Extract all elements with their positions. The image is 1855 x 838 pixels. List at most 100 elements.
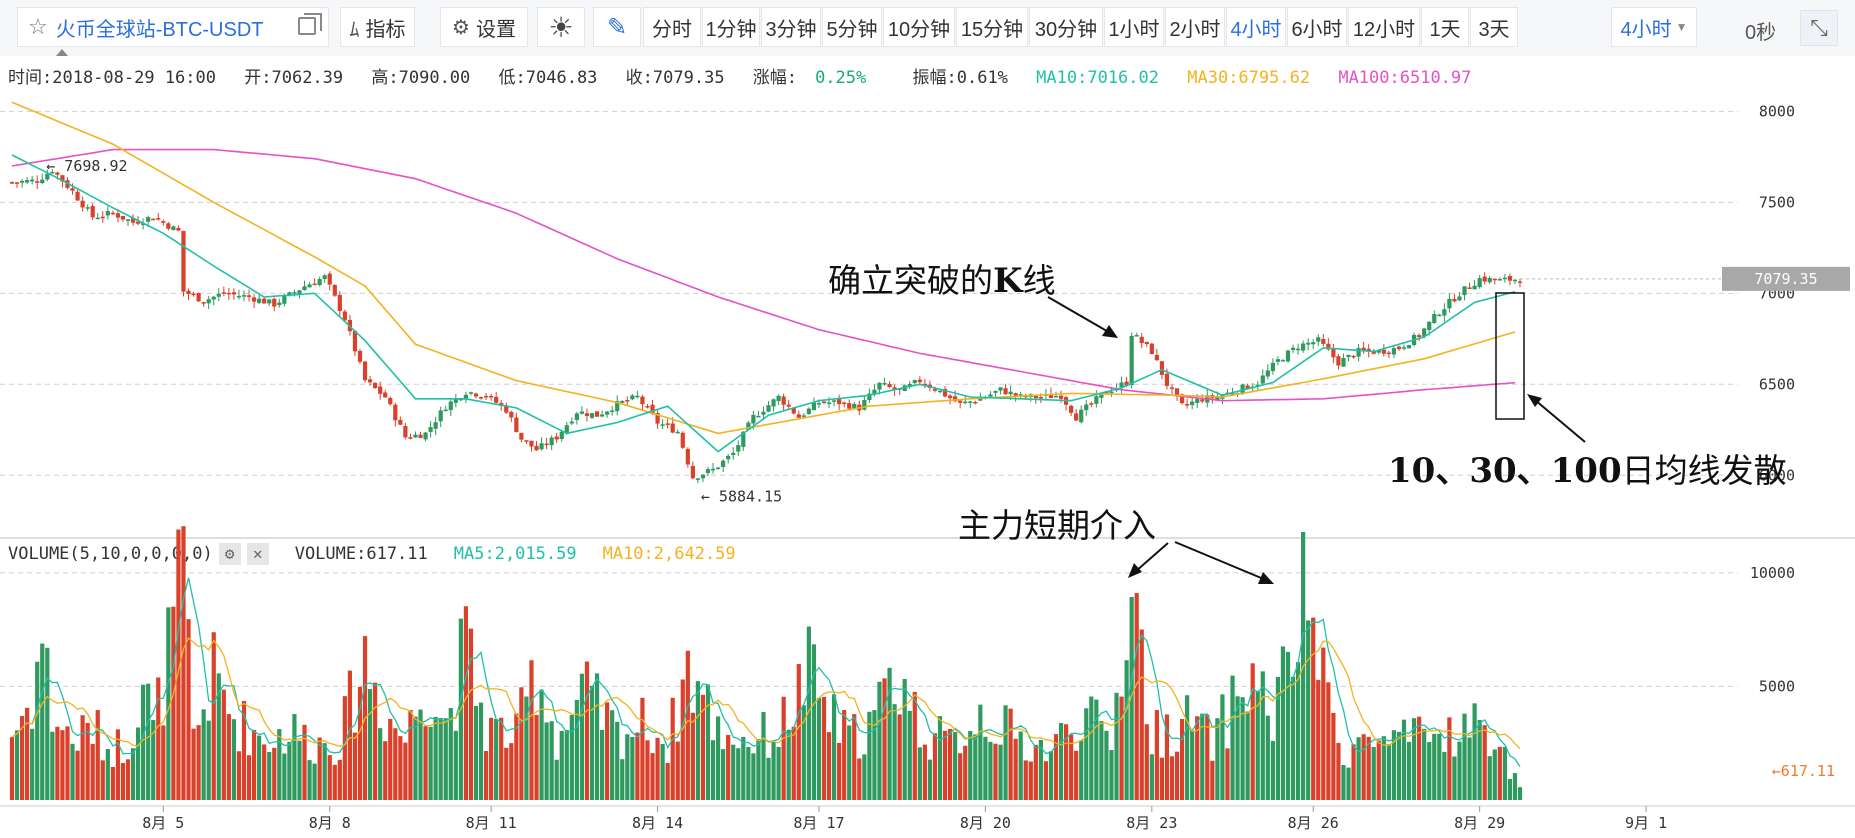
interval-select[interactable]: 4小时 ▼ [1611, 7, 1697, 47]
gear-icon: ⚙ [452, 16, 470, 39]
volume-bar [453, 730, 458, 800]
countdown: 0秒 [1745, 22, 1777, 44]
tab-interval-7[interactable]: 1小时 [1104, 7, 1164, 47]
candle-body [75, 191, 80, 201]
candle-body [705, 469, 711, 474]
volume-bar [1139, 629, 1144, 800]
volume-bar [1028, 761, 1033, 800]
volume-bar [448, 708, 453, 800]
volume-bar [342, 696, 347, 800]
tab-interval-11[interactable]: 12小时 [1348, 7, 1420, 47]
volume-bar [499, 717, 504, 800]
volume-bar [257, 735, 262, 800]
candle-body [403, 425, 408, 438]
candle-body [1386, 352, 1391, 355]
volume-bar [1043, 761, 1049, 800]
candle-body [433, 422, 438, 429]
volume-bar [1038, 739, 1043, 800]
indicator-button[interactable]: ﾑ指标 [340, 7, 415, 47]
candle-body [922, 383, 927, 386]
candle-body [953, 396, 958, 402]
volume-bar [1386, 744, 1391, 800]
volume-ma10: MA10:2,642.59 [602, 544, 736, 564]
candle-body [378, 386, 383, 394]
candle-body [1149, 343, 1154, 355]
volume-bar [509, 743, 514, 800]
candle-body [1119, 382, 1124, 388]
candle-body [710, 468, 716, 471]
volume-bar [1311, 617, 1316, 800]
popout-icon[interactable] [298, 13, 322, 35]
candle-body [1230, 393, 1235, 395]
volume-bar [715, 716, 721, 800]
time-tick-label: 8月 17 [793, 814, 844, 832]
tab-interval-10[interactable]: 6小时 [1287, 7, 1347, 47]
volume-bar [1210, 760, 1215, 800]
volume-bar [1053, 734, 1059, 800]
candle-body [115, 213, 121, 218]
candle-body [181, 230, 186, 292]
symbol-selector[interactable]: ☆ 火币全球站-BTC-USDT [17, 7, 329, 56]
volume-bar [1517, 787, 1523, 800]
candle-body [806, 408, 811, 415]
candle-body [726, 455, 731, 460]
volume-bar [559, 730, 564, 800]
candle-body [448, 401, 453, 411]
price-tick-label: 6500 [1759, 375, 1795, 393]
candle-body [963, 401, 968, 404]
current-volume-label: ←617.11 [1772, 762, 1835, 780]
candle-body [40, 179, 45, 184]
tab-interval-12[interactable]: 1天 [1421, 7, 1469, 47]
candle-body [100, 216, 105, 219]
tab-interval-3[interactable]: 5分钟 [822, 7, 882, 47]
tab-interval-4[interactable]: 10分钟 [883, 7, 955, 47]
volume-bar [125, 759, 131, 800]
volume-bar [610, 710, 615, 800]
volume-bar [902, 679, 907, 800]
star-icon[interactable]: ☆ [28, 14, 48, 39]
volume-bar [1104, 730, 1109, 800]
volume-bar [206, 720, 211, 800]
tab-interval-13[interactable]: 3天 [1470, 7, 1518, 47]
candle-body [362, 361, 368, 381]
candle-body [826, 402, 832, 404]
annotation-arrow [1134, 542, 1169, 573]
volume-bar [1401, 719, 1407, 800]
chevron-down-icon: ▼ [1675, 20, 1688, 34]
candle-body [1195, 398, 1200, 403]
tab-interval-0[interactable]: 分时 [643, 7, 701, 47]
candle-body [191, 293, 196, 296]
theme-button[interactable]: ☀ [537, 7, 585, 47]
settings-button[interactable]: ⚙ 设置 [440, 7, 528, 47]
candle-body [1381, 349, 1386, 354]
candle-body [958, 400, 963, 403]
volume-bar [186, 619, 191, 800]
ma100-line [11, 148, 1516, 402]
tab-interval-1[interactable]: 1分钟 [702, 7, 760, 47]
drawing-button[interactable]: ✎ [593, 7, 641, 47]
candle-body [1048, 393, 1054, 399]
candle-body [272, 298, 277, 307]
volume-bar [226, 714, 231, 800]
tab-interval-6[interactable]: 30分钟 [1029, 7, 1103, 47]
candle-body [398, 419, 403, 425]
candle-body [776, 395, 781, 402]
candle-body [847, 403, 852, 409]
volume-bar [1255, 691, 1260, 800]
candle-body [917, 379, 922, 383]
volume-bar [483, 750, 489, 800]
tab-interval-8[interactable]: 2小时 [1165, 7, 1225, 47]
candle-body [1270, 362, 1275, 372]
volume-bar [1265, 715, 1270, 800]
tab-interval-9[interactable]: 4小时 [1226, 7, 1286, 47]
fullscreen-button[interactable]: ⤡ [1800, 10, 1838, 46]
tab-interval-5[interactable]: 15分钟 [956, 7, 1028, 47]
volume-bar [231, 719, 237, 800]
volume-bar [1063, 724, 1069, 800]
tab-interval-2[interactable]: 3分钟 [761, 7, 821, 47]
volume-bar [983, 736, 988, 800]
volume-settings-icon[interactable]: ⚙ [218, 543, 241, 565]
candle-body [690, 465, 695, 479]
volume-close-icon[interactable]: ✕ [246, 543, 269, 565]
